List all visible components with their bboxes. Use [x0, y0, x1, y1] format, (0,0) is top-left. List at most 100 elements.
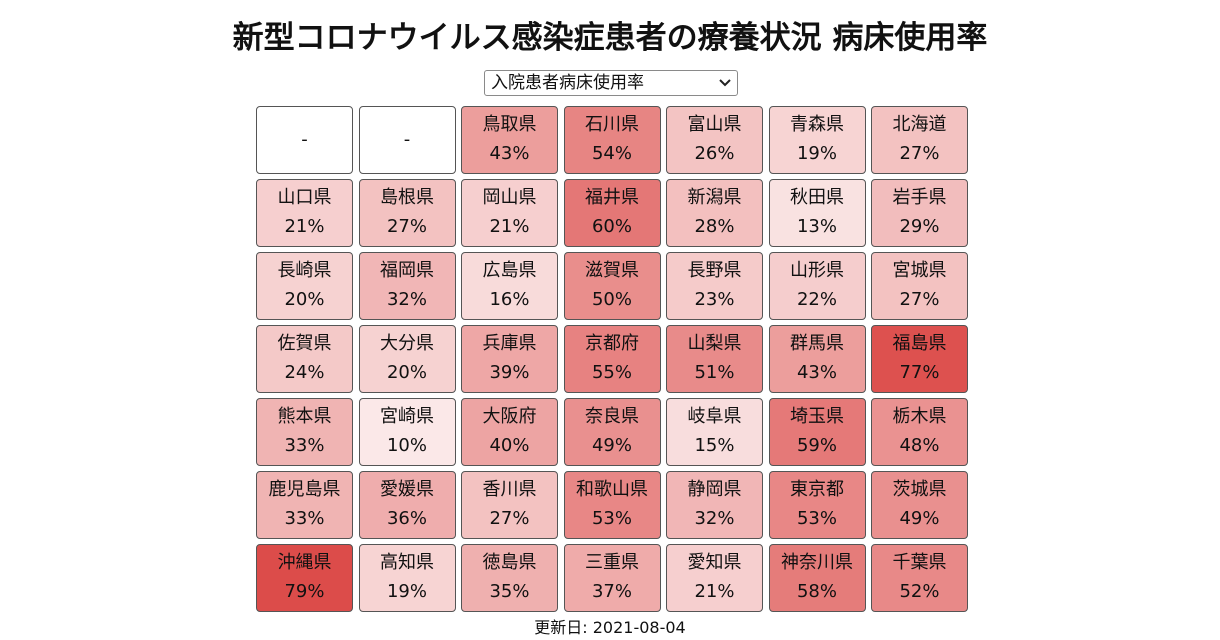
- bed-usage-rate: 32%: [694, 508, 735, 529]
- prefecture-tile[interactable]: 群馬県 43%: [768, 325, 866, 393]
- prefecture-tile[interactable]: 石川県 54%: [563, 106, 661, 174]
- prefecture-tile[interactable]: 長野県 23%: [666, 252, 763, 320]
- bed-usage-rate: 52%: [899, 581, 940, 602]
- prefecture-tile[interactable]: 佐賀県 24%: [256, 325, 353, 393]
- prefecture-tile[interactable]: 新潟県 28%: [666, 179, 763, 247]
- prefecture-name: 長野県: [687, 260, 742, 281]
- prefecture-name: 富山県: [687, 114, 742, 135]
- prefecture-tile[interactable]: 埼玉県 59%: [768, 398, 866, 466]
- bed-usage-rate: 22%: [796, 289, 837, 310]
- prefecture-tile[interactable]: 秋田県 13%: [768, 179, 866, 247]
- bed-usage-rate: 21%: [694, 581, 735, 602]
- prefecture-tile[interactable]: 富山県 26%: [666, 106, 763, 174]
- bed-usage-rate: 39%: [489, 362, 530, 383]
- prefecture-name: 沖縄県: [277, 552, 332, 573]
- bed-usage-rate: 60%: [591, 216, 632, 237]
- prefecture-tile[interactable]: 岐阜県 15%: [666, 398, 763, 466]
- prefecture-name: 徳島県: [482, 552, 537, 573]
- prefecture-name: 石川県: [585, 114, 639, 135]
- prefecture-tile[interactable]: 愛知県 21%: [666, 544, 763, 612]
- prefecture-tile[interactable]: 福岡県 32%: [358, 252, 456, 320]
- prefecture-tile[interactable]: 宮城県 27%: [871, 252, 968, 320]
- prefecture-name: 三重県: [585, 552, 639, 573]
- prefecture-tile[interactable]: 東京都 53%: [768, 471, 866, 539]
- metric-select-value: 入院患者病床使用率: [491, 73, 644, 93]
- prefecture-tile[interactable]: 香川県 27%: [461, 471, 558, 539]
- bed-usage-rate: 20%: [386, 362, 427, 383]
- prefecture-tile[interactable]: 大分県 20%: [358, 325, 456, 393]
- prefecture-tile[interactable]: 兵庫県 39%: [461, 325, 558, 393]
- prefecture-name: 埼玉県: [790, 406, 844, 427]
- bed-usage-rate: 51%: [694, 362, 735, 383]
- prefecture-name: 熊本県: [277, 406, 332, 427]
- prefecture-tile[interactable]: 千葉県 52%: [871, 544, 968, 612]
- prefecture-name: 愛媛県: [380, 479, 434, 500]
- bed-usage-rate: 35%: [489, 581, 530, 602]
- prefecture-name: 群馬県: [790, 333, 844, 354]
- prefecture-name: 和歌山県: [576, 479, 648, 500]
- prefecture-tile[interactable]: 京都府 55%: [563, 325, 661, 393]
- prefecture-name: 鳥取県: [482, 114, 537, 135]
- prefecture-tile[interactable]: -: [256, 106, 353, 174]
- prefecture-tile[interactable]: 高知県 19%: [358, 544, 456, 612]
- prefecture-tile[interactable]: 三重県 37%: [563, 544, 661, 612]
- prefecture-name: 山形県: [790, 260, 844, 281]
- prefecture-tile[interactable]: 栃木県 48%: [871, 398, 968, 466]
- prefecture-name: 長崎県: [277, 260, 332, 281]
- prefecture-name: 鹿児島県: [268, 479, 341, 500]
- prefecture-name: -: [301, 129, 308, 150]
- prefecture-name: 愛知県: [687, 552, 742, 573]
- prefecture-tile[interactable]: 山形県 22%: [768, 252, 866, 320]
- prefecture-tile[interactable]: 神奈川県 58%: [768, 544, 866, 612]
- prefecture-tile[interactable]: 滋賀県 50%: [563, 252, 661, 320]
- prefecture-name: 岩手県: [892, 187, 947, 208]
- bed-usage-rate: 36%: [386, 508, 427, 529]
- prefecture-name: 新潟県: [687, 187, 742, 208]
- prefecture-tile[interactable]: 長崎県 20%: [256, 252, 353, 320]
- prefecture-tile[interactable]: 熊本県 33%: [256, 398, 353, 466]
- bed-usage-rate: 43%: [489, 143, 530, 164]
- metric-select[interactable]: 入院患者病床使用率: [484, 70, 738, 96]
- prefecture-name: 宮崎県: [380, 406, 434, 427]
- prefecture-tile[interactable]: 愛媛県 36%: [358, 471, 456, 539]
- prefecture-tile[interactable]: 奈良県 49%: [563, 398, 661, 466]
- prefecture-name: 高知県: [380, 552, 434, 573]
- prefecture-name: 秋田県: [790, 187, 844, 208]
- prefecture-name: 福岡県: [380, 260, 434, 281]
- prefecture-tile[interactable]: 岩手県 29%: [871, 179, 968, 247]
- bed-usage-rate: 27%: [899, 289, 940, 310]
- prefecture-tile[interactable]: 岡山県 21%: [461, 179, 558, 247]
- prefecture-tile[interactable]: 北海道 27%: [871, 106, 968, 174]
- prefecture-tile[interactable]: 島根県 27%: [358, 179, 456, 247]
- prefecture-tile[interactable]: 福島県 77%: [871, 325, 968, 393]
- prefecture-tile[interactable]: 青森県 19%: [768, 106, 866, 174]
- bed-usage-rate: 79%: [284, 581, 325, 602]
- prefecture-name: 島根県: [380, 187, 434, 208]
- bed-usage-rate: 19%: [796, 143, 837, 164]
- prefecture-tile[interactable]: 鹿児島県 33%: [256, 471, 353, 539]
- prefecture-tile[interactable]: 山梨県 51%: [666, 325, 763, 393]
- prefecture-name: 兵庫県: [482, 333, 537, 354]
- bed-usage-rate: 58%: [796, 581, 837, 602]
- bed-usage-rate: 15%: [694, 435, 735, 456]
- bed-usage-rate: 28%: [694, 216, 735, 237]
- prefecture-tile[interactable]: 和歌山県 53%: [563, 471, 661, 539]
- prefecture-tile[interactable]: 大阪府 40%: [461, 398, 558, 466]
- bed-usage-rate: 43%: [796, 362, 837, 383]
- prefecture-tile[interactable]: 静岡県 32%: [666, 471, 763, 539]
- bed-usage-rate: 77%: [899, 362, 940, 383]
- prefecture-tile[interactable]: 山口県 21%: [256, 179, 353, 247]
- prefecture-name: 栃木県: [892, 406, 947, 427]
- prefecture-tile[interactable]: 沖縄県 79%: [256, 544, 353, 612]
- prefecture-tile-grid: - - 鳥取県 43% 石川県 54% 富山県 26% 青森県 19% 北海道 27% 山口県 21% 島根…: [256, 106, 968, 614]
- prefecture-tile[interactable]: 宮崎県 10%: [358, 398, 456, 466]
- prefecture-tile[interactable]: 福井県 60%: [563, 179, 661, 247]
- prefecture-tile[interactable]: 徳島県 35%: [461, 544, 558, 612]
- prefecture-tile[interactable]: 広島県 16%: [461, 252, 558, 320]
- prefecture-tile[interactable]: 鳥取県 43%: [461, 106, 558, 174]
- prefecture-name: 大阪府: [482, 406, 537, 427]
- prefecture-tile[interactable]: -: [358, 106, 456, 174]
- bed-usage-rate: 19%: [386, 581, 427, 602]
- prefecture-tile[interactable]: 茨城県 49%: [871, 471, 968, 539]
- updated-date: 更新日: 2021-08-04: [534, 618, 686, 637]
